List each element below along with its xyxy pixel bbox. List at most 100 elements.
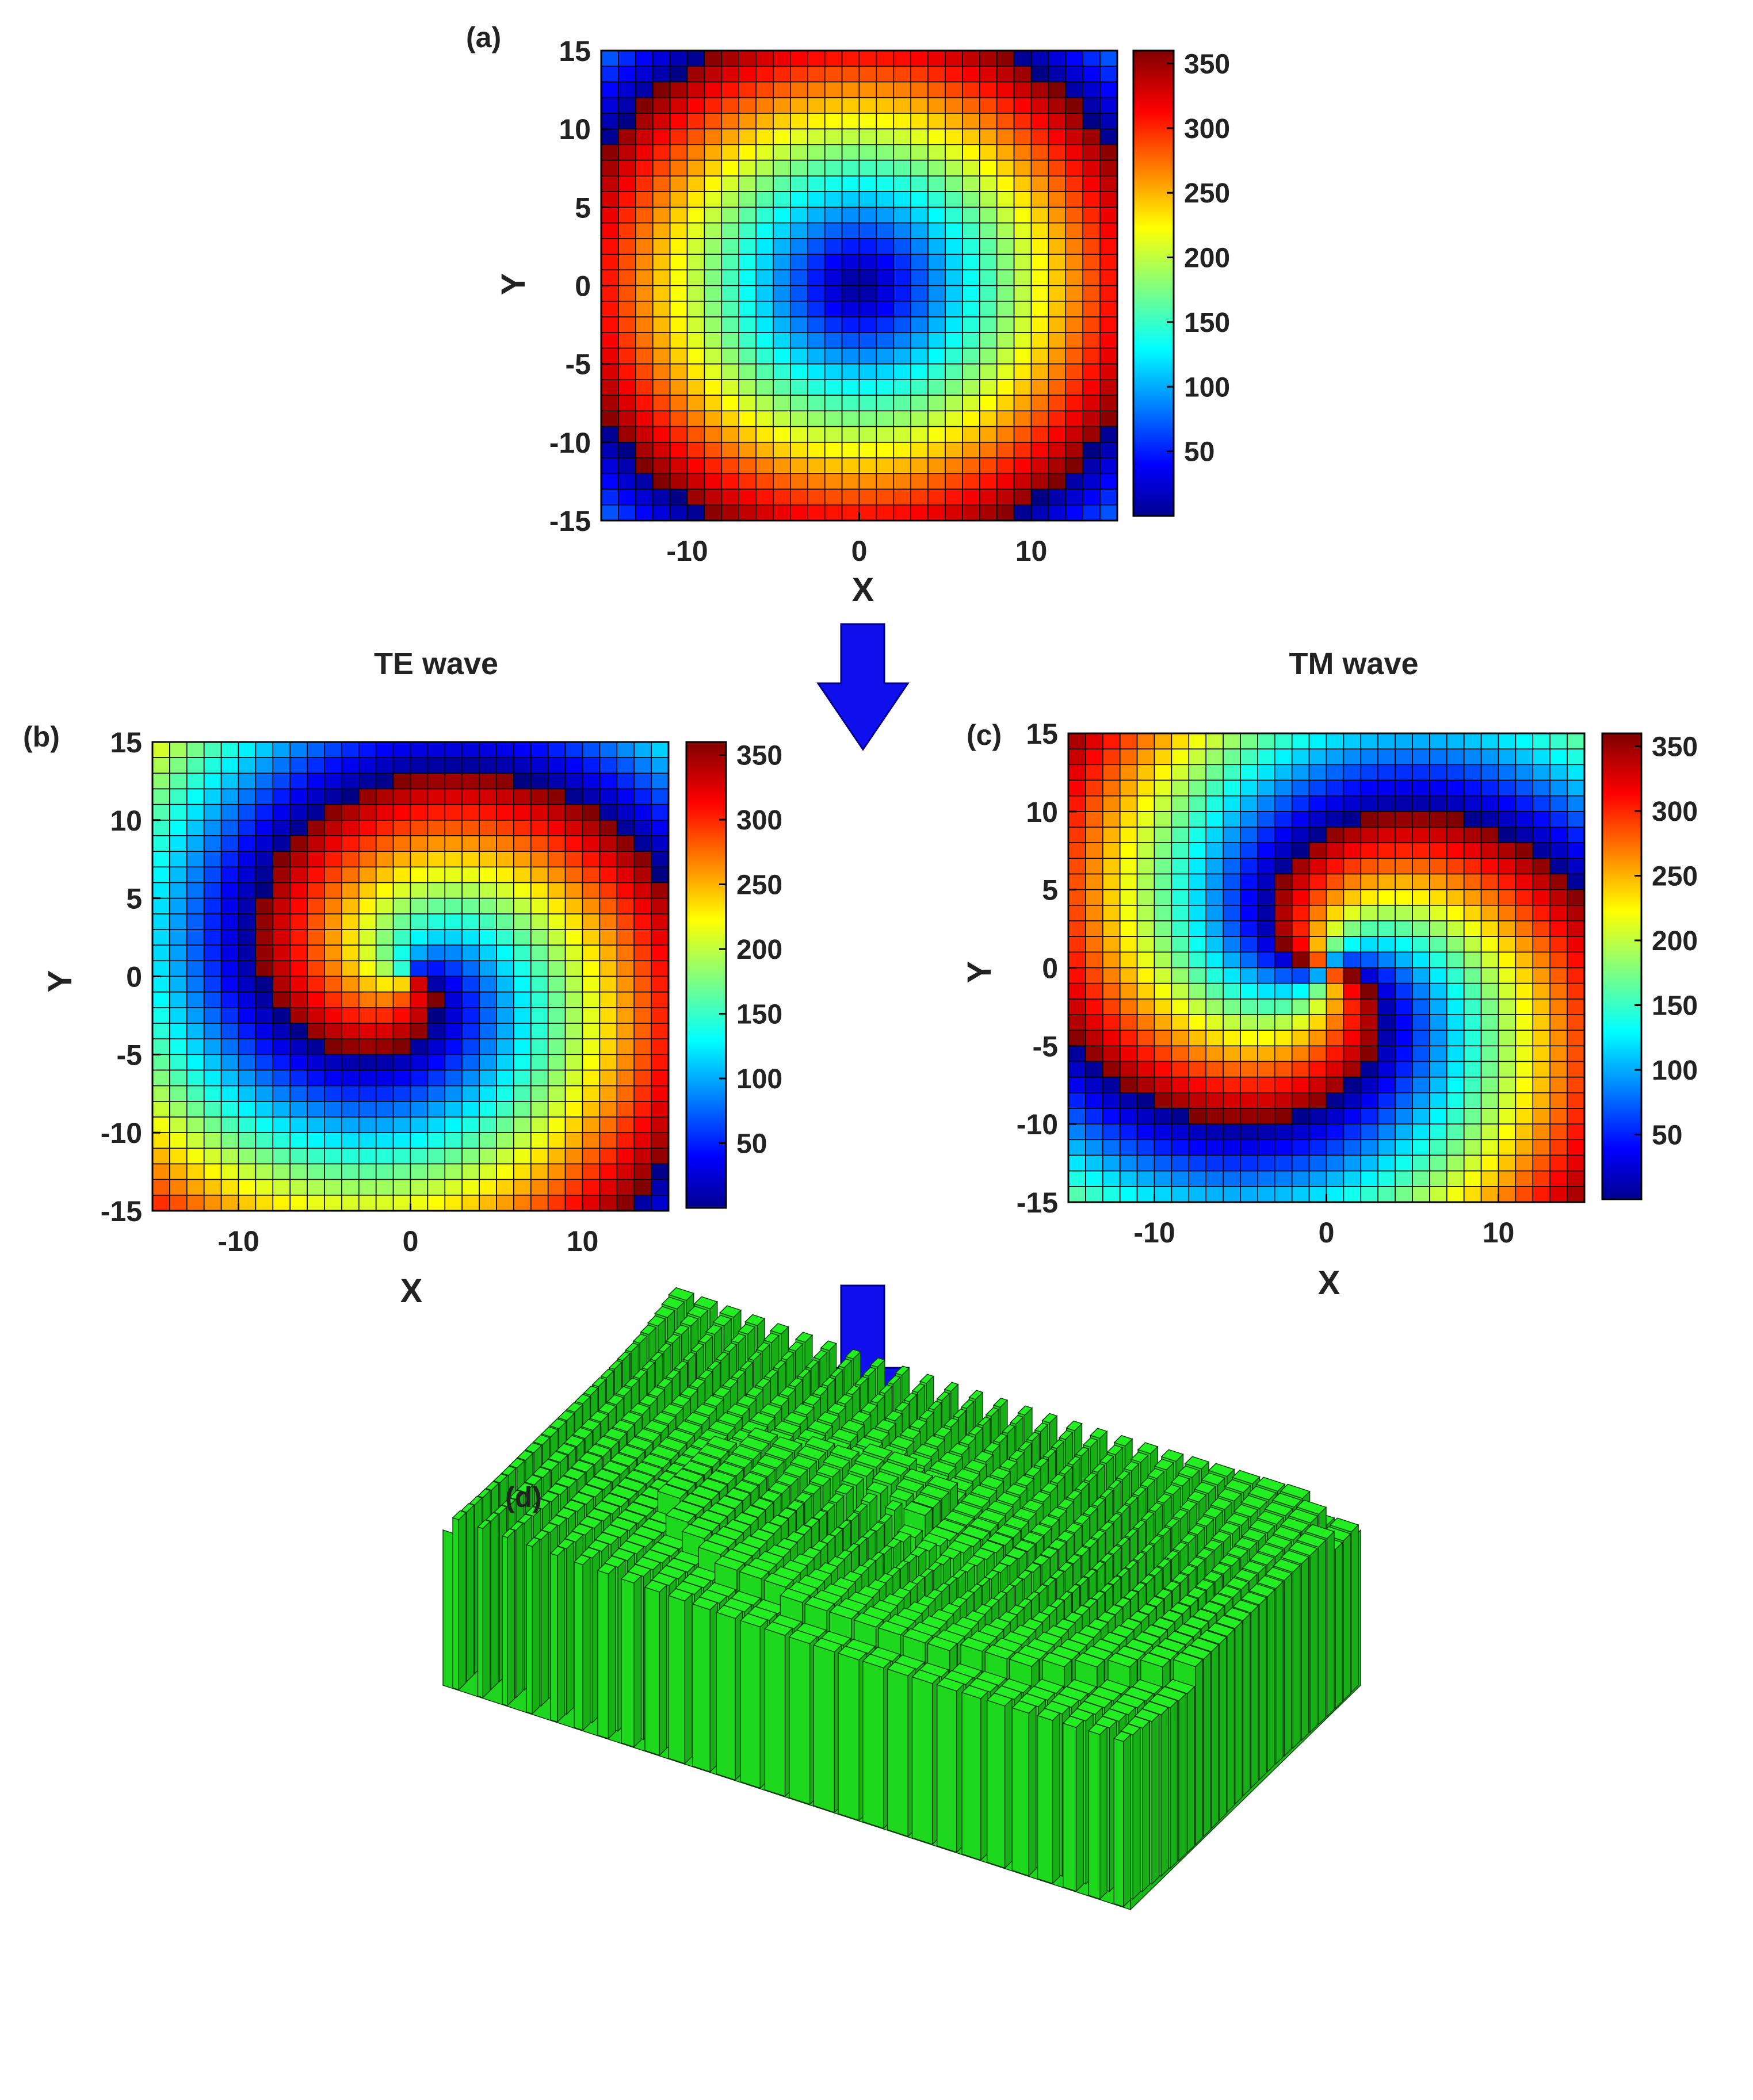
heatmap-cell: [1308, 811, 1327, 828]
heatmap-cell: [1223, 982, 1241, 1000]
heatmap-cell: [651, 1069, 669, 1087]
heatmap-cell: [1099, 175, 1118, 192]
heatmap-cell: [1136, 1030, 1155, 1047]
heatmap-cell: [1048, 159, 1067, 177]
heatmap-cell: [1291, 779, 1310, 797]
pillar-face: [879, 1384, 893, 1394]
heatmap-cell: [1395, 733, 1413, 749]
heatmap-cell: [1463, 748, 1482, 766]
pillar-face: [862, 1443, 893, 1459]
heatmap-cell: [945, 426, 963, 443]
heatmap-cell: [945, 504, 963, 521]
heatmap-cell: [1463, 905, 1482, 921]
pillar-face: [780, 1588, 811, 1603]
heatmap-cell: [669, 144, 688, 161]
heatmap-cell: [755, 504, 774, 521]
heatmap-cell: [582, 897, 601, 915]
heatmap-cell: [1343, 1092, 1362, 1109]
heatmap-cell: [1274, 1123, 1293, 1141]
heatmap-cell: [633, 1023, 652, 1039]
pillar-face: [608, 1360, 622, 1370]
heatmap-cell: [721, 426, 740, 443]
heatmap-cell: [738, 159, 757, 177]
heatmap-cell: [307, 741, 325, 758]
heatmap-cell: [289, 1054, 308, 1071]
heatmap-cell: [824, 316, 843, 333]
heatmap-cell: [979, 363, 998, 380]
heatmap-cell: [1099, 269, 1118, 286]
heatmap-cell: [1515, 827, 1534, 843]
pillar-face: [1116, 1504, 1130, 1514]
heatmap-cell: [635, 206, 654, 224]
heatmap-cell: [255, 1147, 274, 1165]
heatmap-cell: [152, 1007, 170, 1024]
heatmap-cell: [1154, 905, 1173, 921]
heatmap-cell: [496, 1179, 514, 1196]
heatmap-cell: [1119, 1170, 1138, 1187]
heatmap-cell: [1308, 1061, 1327, 1078]
pillar-face: [547, 1483, 568, 1495]
heatmap-cell: [1463, 1061, 1482, 1078]
heatmap-cell: [255, 820, 274, 836]
heatmap-cell: [392, 897, 411, 915]
heatmap-cell: [392, 1023, 411, 1039]
heatmap-cell: [1065, 238, 1084, 255]
heatmap-cell: [1343, 811, 1362, 828]
pillar-face: [509, 1521, 524, 1531]
heatmap-cell: [427, 772, 446, 790]
heatmap-cell: [427, 960, 446, 977]
heatmap-cell: [152, 788, 170, 805]
heatmap-cell: [427, 788, 446, 805]
heatmap-cell: [1136, 889, 1155, 906]
heatmap-cell: [220, 820, 239, 836]
heatmap-cell: [979, 222, 998, 239]
heatmap-cell: [169, 757, 188, 774]
heatmap-cell: [1480, 1092, 1499, 1109]
heatmap-cell: [824, 410, 843, 427]
heatmap-cell: [1377, 1076, 1396, 1093]
heatmap-cell: [738, 395, 757, 412]
panel-c-title: TM wave: [1289, 647, 1418, 681]
heatmap-cell: [824, 254, 843, 271]
heatmap-cell: [1013, 66, 1032, 83]
heatmap-cell: [858, 113, 877, 129]
pillar-face: [490, 1513, 499, 1691]
heatmap-cell: [599, 788, 618, 805]
heatmap-cell: [496, 741, 514, 758]
heatmap-cell: [1567, 748, 1585, 766]
heatmap-cell: [1030, 222, 1049, 239]
heatmap-cell: [979, 316, 998, 333]
pillar-face: [1147, 1468, 1165, 1479]
heatmap-cell: [651, 820, 669, 836]
heatmap-cell: [1291, 1014, 1310, 1031]
heatmap-cell: [289, 1147, 308, 1165]
pillar-face: [838, 1653, 860, 1821]
heatmap-cell: [652, 222, 671, 239]
heatmap-cell: [1013, 113, 1032, 129]
heatmap-cell: [341, 741, 360, 758]
heatmap-cell: [479, 1195, 497, 1211]
heatmap-cell: [1326, 1076, 1345, 1093]
heatmap-cell: [461, 866, 480, 883]
pillar-face: [572, 1427, 593, 1439]
heatmap-cell: [652, 66, 671, 83]
heatmap-cell: [289, 1195, 308, 1211]
heatmap-cell: [152, 1195, 170, 1211]
heatmap-cell: [962, 206, 980, 224]
heatmap-cell: [669, 300, 688, 318]
heatmap-cell: [996, 144, 1015, 161]
heatmap-cell: [203, 1038, 222, 1055]
heatmap-cell: [841, 300, 860, 318]
heatmap-cell: [1463, 873, 1482, 890]
pillar-face: [869, 1521, 885, 1532]
heatmap-cell: [152, 913, 170, 930]
heatmap-cell: [1308, 842, 1327, 859]
pillar-face: [1194, 1481, 1217, 1494]
heatmap-cell: [652, 206, 671, 224]
pillar-face: [845, 1639, 876, 1654]
heatmap-cell: [375, 1101, 394, 1118]
pillar-face: [1009, 1449, 1025, 1460]
heatmap-cell: [1515, 905, 1534, 921]
